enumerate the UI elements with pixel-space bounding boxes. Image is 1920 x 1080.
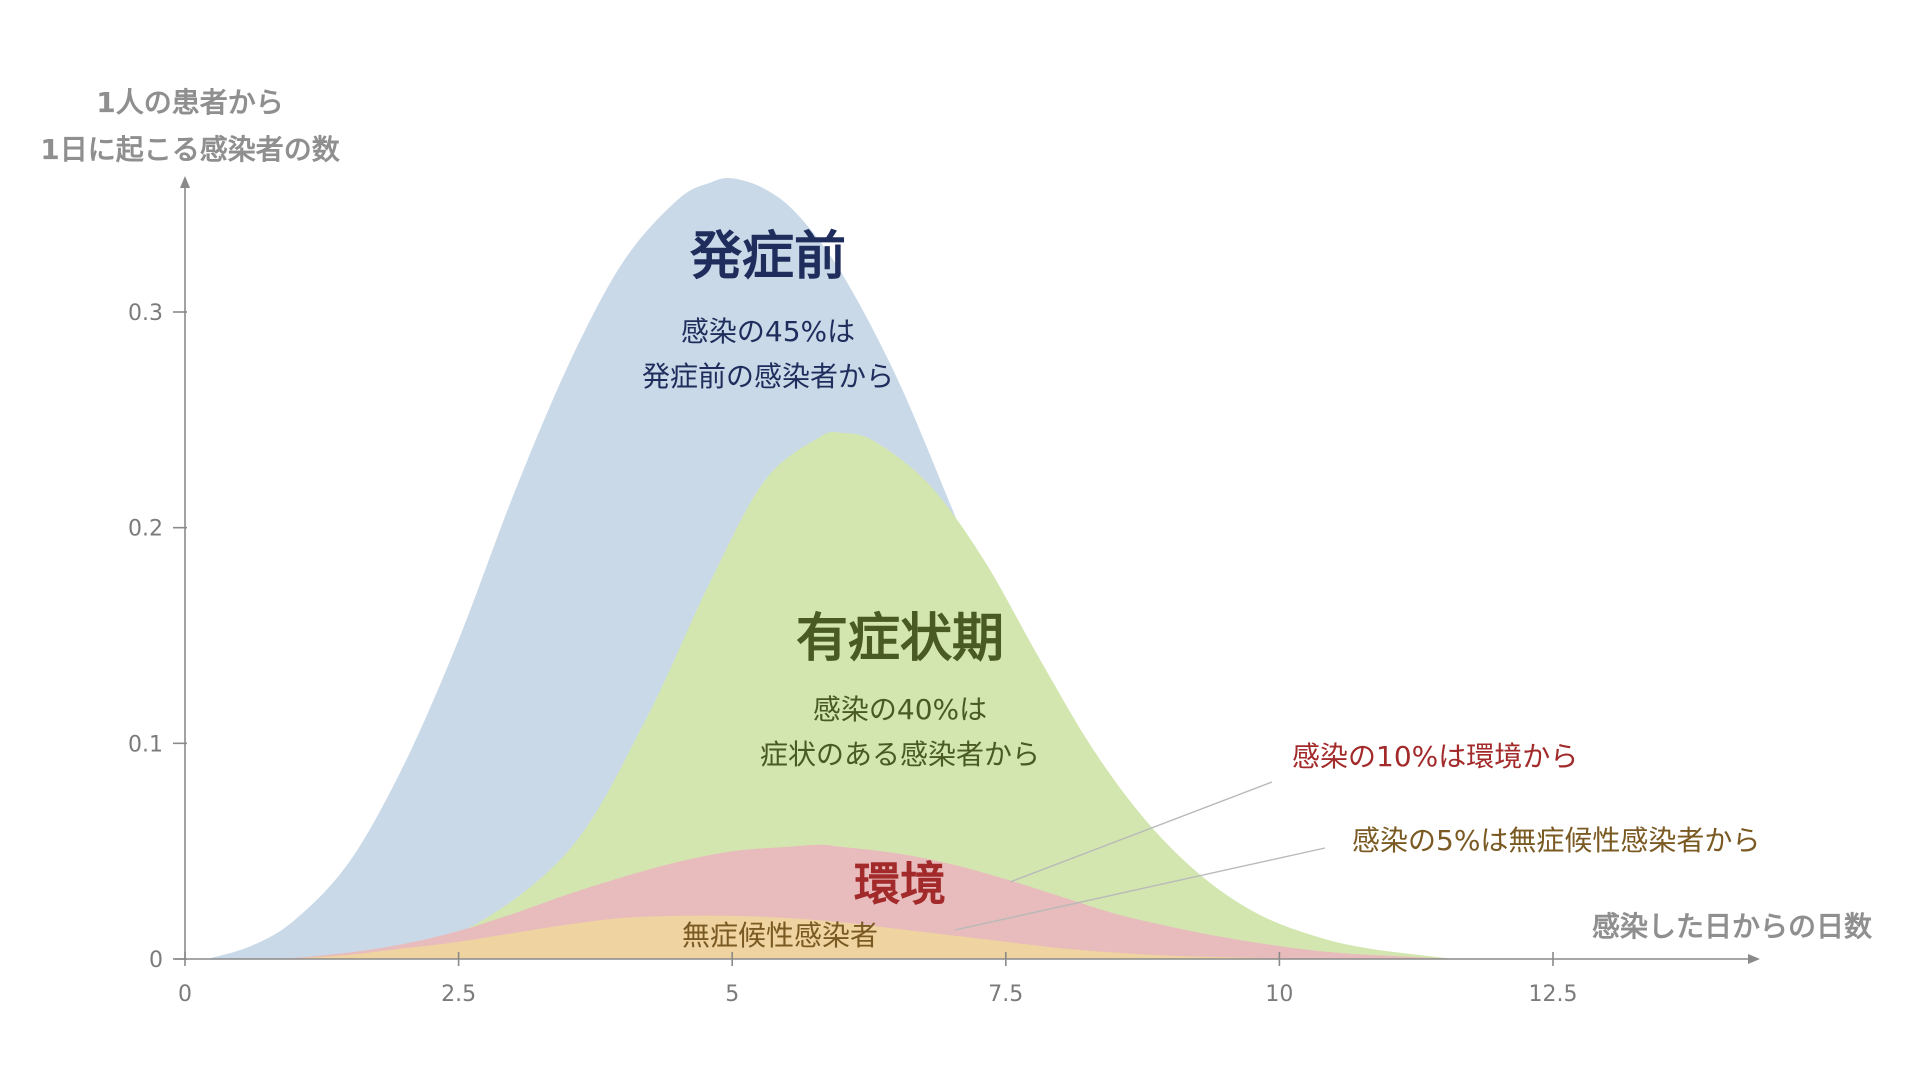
y-tick-label: 0.3 bbox=[128, 301, 163, 326]
x-axis: 0 2.5 5 7.5 10 12.5 bbox=[175, 952, 1760, 1007]
y-tick-label: 0 bbox=[149, 948, 163, 973]
y-axis-title-line2: 1日に起こる感染者の数 bbox=[40, 133, 340, 166]
asymptomatic-leader-line bbox=[954, 847, 1326, 931]
area-series-group bbox=[206, 177, 1455, 960]
x-tick-label: 0 bbox=[178, 982, 192, 1007]
asymptomatic-title: 無症候性感染者 bbox=[682, 919, 878, 952]
environment-note: 感染の10%は環境から bbox=[1292, 740, 1578, 773]
y-axis: 0 0.1 0.2 0.3 bbox=[128, 176, 190, 973]
y-axis-title-line1: 1人の患者から bbox=[96, 86, 283, 119]
x-tick-label: 5 bbox=[725, 982, 739, 1007]
symptomatic-title: 有症状期 bbox=[796, 609, 1004, 669]
x-tick-label: 2.5 bbox=[441, 982, 476, 1007]
y-ticks: 0 0.1 0.2 0.3 bbox=[128, 301, 187, 973]
presymptomatic-line2: 発症前の感染者から bbox=[642, 360, 894, 393]
environment-leader-line bbox=[1009, 781, 1273, 883]
presymptomatic-title: 発症前 bbox=[690, 227, 846, 287]
x-tick-label: 10 bbox=[1265, 982, 1293, 1007]
presymptomatic-line1: 感染の45%は bbox=[681, 315, 855, 348]
area-series-4 bbox=[283, 915, 1367, 959]
symptomatic-line2: 症状のある感染者から bbox=[760, 738, 1040, 771]
x-tick-label: 12.5 bbox=[1529, 982, 1578, 1007]
area-series-2 bbox=[349, 431, 1455, 960]
asymptomatic-note: 感染の5%は無症候性感染者から bbox=[1352, 824, 1760, 857]
y-axis-arrow-icon bbox=[180, 176, 190, 188]
symptomatic-line1: 感染の40%は bbox=[813, 693, 987, 726]
y-tick-label: 0.1 bbox=[128, 732, 163, 757]
x-ticks: 0 2.5 5 7.5 10 12.5 bbox=[178, 952, 1577, 1007]
y-tick-label: 0.2 bbox=[128, 517, 163, 542]
x-tick-label: 7.5 bbox=[988, 982, 1023, 1007]
x-axis-arrow-icon bbox=[1748, 954, 1760, 964]
x-axis-title: 感染した日からの日数 bbox=[1592, 910, 1873, 943]
environment-title: 環境 bbox=[854, 857, 946, 911]
